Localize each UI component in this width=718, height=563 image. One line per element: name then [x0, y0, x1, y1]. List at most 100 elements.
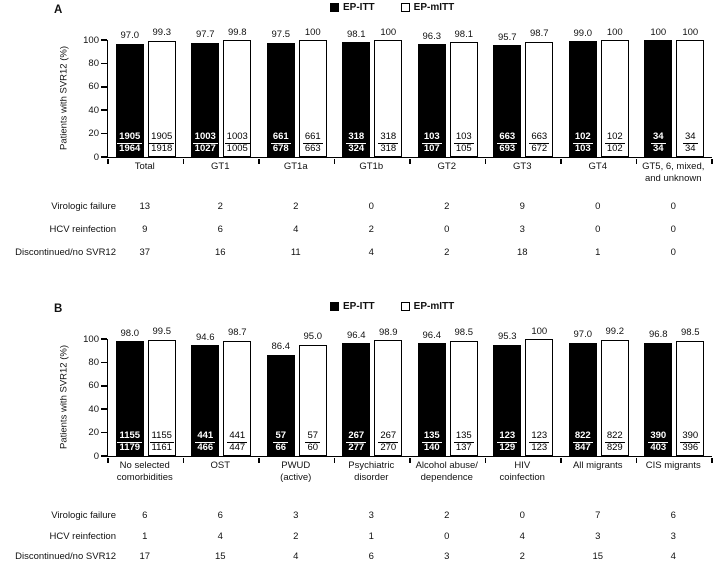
bar-value-label: 95.7 — [498, 31, 517, 43]
bar-ep-mitt: 123 123 — [525, 339, 554, 456]
x-tick-mark — [560, 457, 562, 463]
fraction-denominator: 396 — [682, 441, 699, 453]
table-cell: 16 — [214, 247, 226, 258]
y-tick-mark — [101, 361, 107, 364]
table-cell: 15 — [592, 551, 604, 562]
x-tick-mark — [484, 158, 487, 164]
x-tick-mark — [107, 158, 109, 164]
bar-slot: 102 103 99.0 — [568, 28, 597, 157]
x-tick-mark — [635, 158, 638, 164]
table-cell: 0 — [444, 224, 450, 235]
bar-value-label: 100 — [304, 26, 321, 38]
bar-slot: 822 847 97.0 — [568, 329, 597, 456]
table-row: Discontinued/no SVR12 17 15 4 6 3 2 15 4 — [0, 551, 718, 563]
table-cell: 4 — [670, 551, 676, 562]
category-label: HIV coinfection — [499, 460, 545, 483]
fraction-denominator: 829 — [606, 441, 623, 453]
fraction-numerator: 441 — [195, 429, 216, 443]
table-cell: 1 — [142, 531, 148, 542]
table-row-label: Discontinued/no SVR12 — [15, 551, 116, 562]
table-cell: 17 — [139, 551, 151, 562]
bar-ep-mitt: 1155 1161 — [147, 339, 176, 456]
bar-slot: 1003 1027 97.7 — [191, 29, 220, 157]
table-cell: 4 — [519, 531, 525, 542]
bar-fraction: 661 678 — [268, 131, 294, 155]
table-cell: 9 — [142, 224, 148, 235]
legend-label-ep-itt: EP-ITT — [343, 301, 375, 312]
bar-fraction: 123 123 — [526, 429, 552, 454]
category-label: PWUD (active) — [280, 460, 312, 483]
fraction-denominator: 277 — [348, 441, 365, 453]
bar-fraction: 135 140 — [419, 429, 445, 454]
table-cell: 37 — [139, 247, 151, 258]
bar-group: 267 277 96.4 267 270 98.9 — [335, 327, 411, 456]
y-tick-mark — [101, 109, 107, 111]
bar-value-label: 96.3 — [422, 30, 442, 42]
bar-group: 135 140 96.4 135 137 98.5 — [410, 327, 486, 456]
y-tick-label: 60 — [88, 380, 99, 392]
fraction-numerator: 1003 — [192, 130, 218, 144]
fraction-numerator: 661 — [302, 130, 323, 144]
y-tick-mark — [101, 431, 107, 434]
x-tick-mark — [333, 457, 336, 463]
bar-slot: 661 663 100 — [298, 27, 327, 157]
bar-slot: 1155 1179 98.0 — [115, 328, 144, 456]
bar-slot: 1905 1964 97.0 — [115, 30, 144, 157]
bar-slot: 102 102 100 — [600, 27, 629, 157]
table-cell: 0 — [368, 201, 374, 212]
bar-value-label: 97.0 — [120, 30, 140, 42]
table-cell: 4 — [368, 247, 374, 258]
y-tick-label: 20 — [88, 427, 99, 439]
bar-ep-itt: 34 34 — [644, 40, 673, 157]
fraction-denominator: 103 — [574, 142, 591, 154]
bar-value-label: 99.8 — [228, 26, 247, 38]
table-cell: 18 — [516, 247, 528, 258]
y-tick-mark — [101, 132, 107, 135]
x-tick-mark — [182, 158, 185, 164]
y-tick-mark — [101, 455, 107, 457]
table-row-cells: 9 6 4 2 0 3 0 0 — [107, 224, 711, 235]
fraction-numerator: 123 — [529, 429, 550, 443]
fraction-numerator: 267 — [346, 429, 367, 443]
bar-fraction: 390 403 — [645, 430, 671, 454]
table-cell: 2 — [217, 201, 223, 212]
fraction-numerator: 822 — [572, 429, 593, 443]
category-label: Total — [134, 161, 155, 172]
bar-fraction: 822 829 — [602, 430, 628, 454]
fraction-denominator: 324 — [348, 142, 365, 154]
legend-label-ep-mitt: EP-mITT — [413, 301, 455, 312]
category-label: Alcohol abuse/ dependence — [415, 460, 478, 483]
table-cell: 15 — [214, 551, 226, 562]
table-cell: 2 — [444, 510, 450, 521]
table-cell: 3 — [670, 531, 676, 542]
bar-slot: 267 277 96.4 — [342, 330, 371, 456]
fraction-numerator: 123 — [497, 429, 518, 443]
panel-b: B EP-ITT EP-mITT Patients with SVR12 (%)… — [0, 299, 718, 563]
fraction-numerator: 318 — [346, 130, 367, 144]
bar-ep-mitt: 267 270 — [374, 340, 403, 456]
bar-slot: 390 403 96.8 — [644, 329, 673, 456]
table-cell: 4 — [293, 551, 299, 562]
bar-fraction: 1155 1161 — [149, 430, 175, 454]
table-row-label: Virologic failure — [51, 201, 116, 212]
plot-area-a: 0 20 40 60 80 100 1905 1964 97.0 1905 1918 99.3 1003… — [83, 27, 713, 164]
table-row-label: HCV reinfection — [49, 531, 116, 542]
bar-ep-mitt: 103 105 — [449, 42, 478, 157]
fraction-denominator: 102 — [606, 142, 623, 154]
y-tick-mark — [101, 62, 107, 65]
fraction-denominator: 60 — [307, 441, 319, 453]
y-tick-label: 60 — [88, 81, 99, 93]
table-cell: 1 — [368, 531, 374, 542]
fraction-denominator: 403 — [650, 441, 667, 453]
table-row-label: Discontinued/no SVR12 — [15, 247, 116, 258]
bar-ep-itt: 1003 1027 — [191, 42, 220, 157]
fraction-denominator: 447 — [229, 441, 246, 453]
table-cell: 3 — [519, 224, 525, 235]
fraction-numerator: 135 — [421, 429, 442, 443]
fraction-numerator: 318 — [378, 130, 399, 144]
bar-ep-mitt: 135 137 — [449, 340, 478, 456]
bar-ep-itt: 1905 1964 — [115, 43, 144, 157]
bar-value-label: 100 — [650, 26, 667, 38]
category-label: GT1a — [283, 161, 308, 172]
fraction-denominator: 318 — [380, 142, 397, 154]
